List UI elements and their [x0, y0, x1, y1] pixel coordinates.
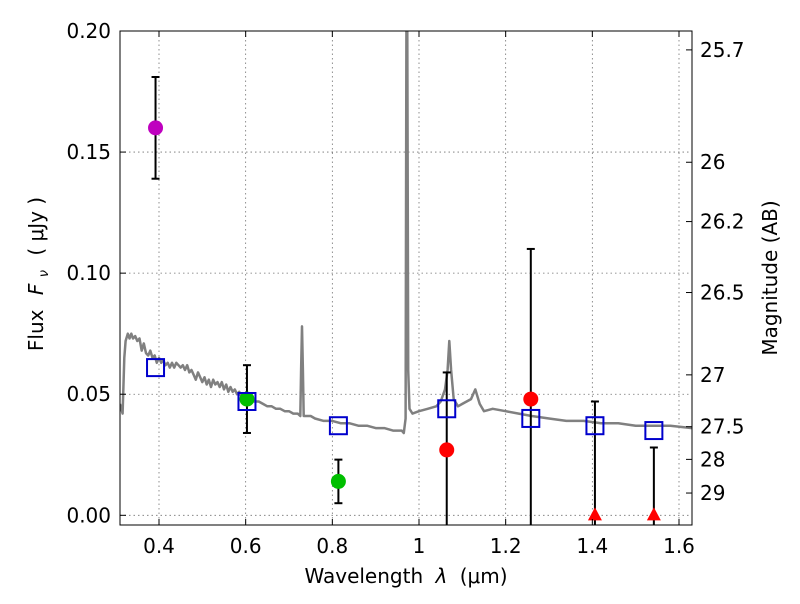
x-axis-title: Wavelength λ (μm) — [304, 564, 507, 588]
model-spectrum-layer — [120, 31, 692, 435]
y2-tick-label: 28 — [700, 447, 725, 471]
model-photometry-square — [237, 392, 257, 411]
y-axis-title-variable: F — [24, 283, 48, 295]
photometry-point-red-2 — [523, 391, 539, 407]
tick-labels: 0.4 0.6 0.8 1 1.2 1.4 1.6 0.00 0.05 0.10 0.15 0.20 2… — [66, 19, 744, 558]
model-photometry-square — [437, 399, 457, 419]
model-photometry-square — [146, 358, 166, 378]
y-axis-title-unit: ( μJy ) — [24, 197, 48, 256]
y-tick-label: 0.15 — [66, 140, 111, 164]
model-photometry-square — [644, 421, 664, 441]
x-axis-title-prefix: Wavelength — [304, 564, 423, 588]
y2-tick-label: 27 — [700, 363, 725, 387]
y-tick-label: 0.20 — [66, 19, 111, 43]
photometry-layer — [148, 120, 661, 521]
upper-limit-marker-red-4 — [646, 507, 661, 521]
photometry-point-green-1 — [239, 391, 255, 407]
x-axis-title-variable: λ — [435, 564, 448, 588]
model-spectrum-line — [120, 31, 692, 435]
y-tick-label: 0.05 — [66, 382, 111, 406]
x-tick-label: 0.8 — [316, 534, 348, 558]
plot-frame — [119, 30, 693, 526]
y-tick-label: 0.10 — [66, 261, 111, 285]
model-photometry-layer — [146, 358, 664, 441]
x-tick-label: 1 — [413, 534, 426, 558]
x-tick-label: 1.4 — [576, 534, 608, 558]
y2-tick-label: 26.5 — [700, 281, 745, 305]
x-tick-label: 0.6 — [230, 534, 262, 558]
model-photometry-square — [585, 416, 605, 436]
y-axis-title-prefix: Flux — [24, 309, 48, 351]
y2-tick-label: 27.5 — [700, 415, 745, 439]
model-photometry-square — [328, 416, 348, 436]
y2-tick-label: 26.2 — [700, 210, 745, 234]
photometry-point-violet — [148, 120, 164, 136]
model-photometry-square — [521, 408, 541, 428]
y-tick-label: 0.00 — [66, 503, 111, 527]
y-axis-title-subscript: ν — [37, 270, 52, 277]
x-axis-title-unit: (μm) — [460, 564, 508, 588]
x-tick-label: 0.4 — [143, 534, 175, 558]
x-tick-label: 1.2 — [490, 534, 522, 558]
y-axis-title: Flux F ν ( μJy ) — [24, 197, 53, 351]
y2-axis-title: Magnitude (AB) — [758, 200, 782, 355]
photometry-point-green-2 — [330, 473, 346, 489]
photometry-point-red-1 — [439, 442, 455, 458]
x-tick-label: 1.6 — [663, 534, 695, 558]
y2-tick-label: 25.7 — [700, 38, 745, 62]
upper-limit-marker-red-3 — [587, 507, 602, 521]
y2-tick-label: 26 — [700, 150, 725, 174]
y2-tick-label: 29 — [700, 481, 725, 505]
axis-ticks — [120, 30, 692, 525]
